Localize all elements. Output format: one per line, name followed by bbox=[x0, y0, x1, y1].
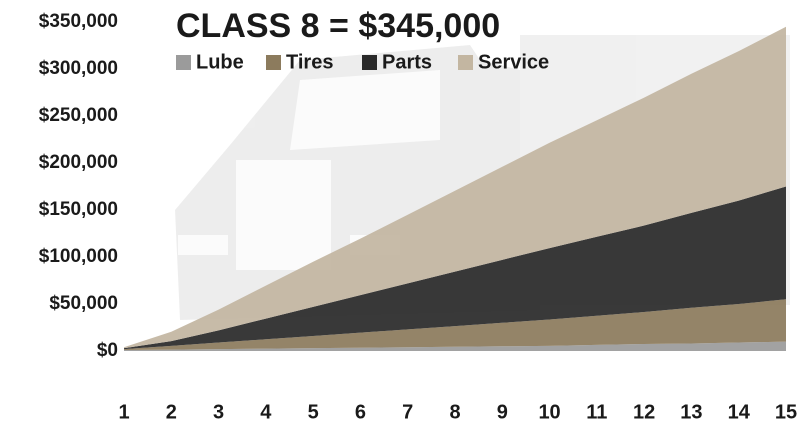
y-tick-label: $350,000 bbox=[39, 11, 118, 32]
legend-swatch bbox=[266, 55, 281, 70]
legend-label: Lube bbox=[196, 51, 244, 73]
x-tick-label: 2 bbox=[166, 401, 177, 423]
x-tick-label: 7 bbox=[402, 401, 413, 423]
chart: CLASS 8 = $345,000 Lube Tires Parts Service… bbox=[0, 0, 804, 427]
chart-title: CLASS 8 = $345,000 bbox=[176, 7, 500, 45]
page: CLASS 8 = $345,000 Lube Tires Parts Service… bbox=[0, 0, 804, 427]
y-tick-label: $200,000 bbox=[39, 152, 118, 173]
x-tick-label: 1 bbox=[118, 401, 129, 423]
legend-swatch bbox=[458, 55, 473, 70]
legend-swatch bbox=[362, 55, 377, 70]
legend-label: Parts bbox=[382, 51, 432, 73]
legend-label: Tires bbox=[286, 51, 333, 73]
y-tick-label: $100,000 bbox=[39, 246, 118, 267]
x-tick-label: 15 bbox=[775, 401, 797, 423]
legend-label: Service bbox=[478, 51, 549, 73]
y-tick-label: $250,000 bbox=[39, 105, 118, 126]
y-tick-label: $50,000 bbox=[49, 293, 118, 314]
x-tick-label: 6 bbox=[355, 401, 366, 423]
x-tick-label: 9 bbox=[497, 401, 508, 423]
x-tick-label: 14 bbox=[728, 401, 751, 423]
x-tick-label: 8 bbox=[449, 401, 460, 423]
x-tick-label: 13 bbox=[680, 401, 702, 423]
y-tick-label: $0 bbox=[97, 340, 118, 361]
x-tick-label: 12 bbox=[633, 401, 655, 423]
y-tick-label: $150,000 bbox=[39, 199, 118, 220]
y-tick-label: $300,000 bbox=[39, 58, 118, 79]
x-tick-label: 5 bbox=[308, 401, 319, 423]
x-tick-label: 11 bbox=[586, 401, 607, 423]
x-tick-label: 10 bbox=[538, 401, 560, 423]
x-tick-label: 4 bbox=[260, 401, 272, 423]
legend-swatch bbox=[176, 55, 191, 70]
x-tick-label: 3 bbox=[213, 401, 224, 423]
